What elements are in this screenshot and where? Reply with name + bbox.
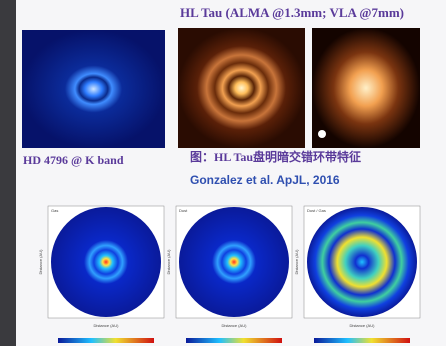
left-caption: HD 4796 @ K band bbox=[23, 153, 124, 167]
y-axis-label: Distance (AU) bbox=[166, 249, 171, 275]
y-axis-label: Distance (AU) bbox=[294, 249, 299, 275]
colorbar bbox=[314, 338, 410, 343]
colorbar bbox=[186, 338, 282, 343]
right-caption: 图：HL Tau盘明暗交错环带特征 bbox=[190, 149, 361, 164]
x-axis-label: Distance (AU) bbox=[350, 323, 376, 328]
citation: Gonzalez et al. ApJL, 2016 bbox=[190, 173, 340, 187]
hd4796-image bbox=[22, 30, 165, 148]
title: HL Tau (ALMA @1.3mm; VLA @7mm) bbox=[180, 5, 404, 20]
beam bbox=[318, 130, 326, 138]
disk bbox=[307, 207, 417, 317]
slide: HL Tau (ALMA @1.3mm; VLA @7mm) HD 4796 @… bbox=[0, 0, 446, 346]
panel-label: Dust / Gas bbox=[307, 208, 326, 213]
disk bbox=[179, 207, 289, 317]
panel-label: Gas bbox=[51, 208, 58, 213]
dark-edge bbox=[0, 0, 16, 346]
vla-image bbox=[312, 28, 420, 148]
y-axis-label: Distance (AU) bbox=[38, 249, 43, 275]
colorbar bbox=[58, 338, 154, 343]
panel-label: Dust bbox=[179, 208, 188, 213]
panels: Gas Distance (AU) Distance (AU) Dust Distanc… bbox=[38, 206, 420, 343]
disk bbox=[51, 207, 161, 317]
x-axis-label: Distance (AU) bbox=[222, 323, 248, 328]
x-axis-label: Distance (AU) bbox=[94, 323, 120, 328]
alma-image bbox=[178, 28, 305, 148]
